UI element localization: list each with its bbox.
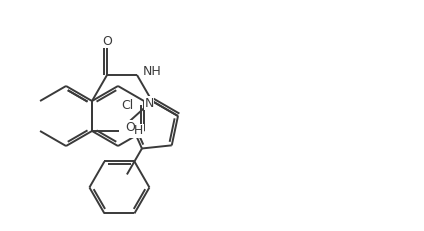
Text: N: N bbox=[144, 97, 154, 109]
Text: O: O bbox=[125, 121, 135, 134]
Text: OH: OH bbox=[124, 125, 143, 137]
Text: O: O bbox=[102, 34, 112, 48]
Text: Cl: Cl bbox=[121, 98, 133, 112]
Text: NH: NH bbox=[143, 64, 162, 78]
